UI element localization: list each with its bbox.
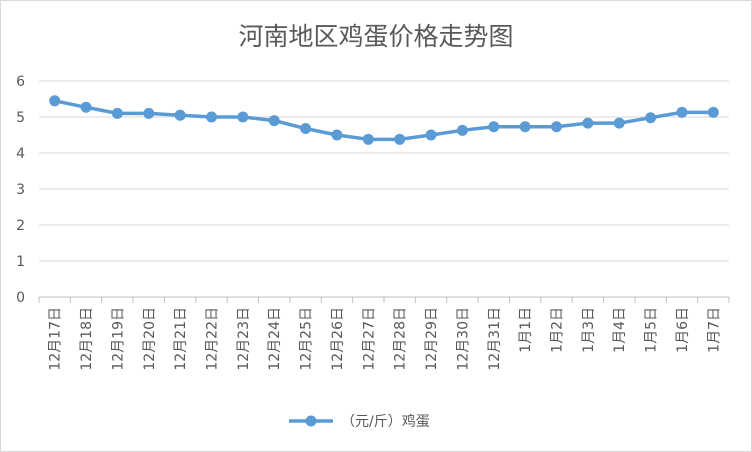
x-tick-label: 12月24日 <box>267 307 283 371</box>
x-tick-label: 1月5日 <box>644 307 660 353</box>
chart-title: 河南地区鸡蛋价格走势图 <box>238 22 513 51</box>
y-tick-label: 1 <box>16 254 25 270</box>
data-point <box>676 106 688 118</box>
x-tick-label: 12月31日 <box>487 307 503 371</box>
y-tick-label: 4 <box>16 146 25 162</box>
data-point <box>49 95 61 107</box>
x-tick-label: 12月29日 <box>424 307 440 371</box>
grid-lines <box>39 80 729 298</box>
data-point <box>331 129 343 141</box>
x-tick-label: 12月20日 <box>142 307 158 371</box>
x-tick-label: 1月2日 <box>550 307 566 353</box>
data-point <box>80 101 92 113</box>
data-point <box>394 133 406 145</box>
x-tick-label: 1月4日 <box>612 307 628 353</box>
data-point <box>111 107 123 119</box>
data-point <box>174 109 186 121</box>
data-point <box>456 124 468 136</box>
x-tick-label: 1月3日 <box>581 307 597 353</box>
legend: （元/斤）鸡蛋 <box>289 413 430 430</box>
y-axis: 0 1 2 3 4 5 6 <box>16 74 25 306</box>
legend-marker <box>305 415 317 427</box>
data-point <box>425 129 437 141</box>
x-tick-label: 1月1日 <box>518 307 534 353</box>
x-tick-label: 12月26日 <box>330 307 346 371</box>
y-tick-label: 3 <box>16 182 25 198</box>
x-axis: 12月17日 12月18日 12月19日 12月20日 12月21日 12月22日 12月2… <box>38 297 730 371</box>
x-tick-label: 12月30日 <box>455 307 471 371</box>
y-tick-label: 0 <box>16 290 25 306</box>
data-point <box>488 121 500 133</box>
x-tick-label: 12月21日 <box>173 307 189 371</box>
y-tick-label: 6 <box>16 74 25 90</box>
legend-label: （元/斤）鸡蛋 <box>341 413 430 430</box>
data-point <box>362 133 374 145</box>
series-layer <box>49 95 719 145</box>
x-tick-label: 12月17日 <box>48 307 64 371</box>
x-tick-label: 1月6日 <box>675 307 691 353</box>
data-point <box>613 117 625 129</box>
x-tick-label: 12月28日 <box>393 307 409 371</box>
x-tick-label: 12月27日 <box>361 307 377 371</box>
y-tick-label: 2 <box>16 218 25 234</box>
data-point <box>551 121 562 133</box>
data-point <box>143 107 155 119</box>
series-line <box>52 99 716 142</box>
data-point <box>582 117 594 129</box>
data-point <box>645 112 657 124</box>
x-tick-label: 12月19日 <box>110 307 126 371</box>
x-tick-label: 12月23日 <box>236 307 252 371</box>
data-point <box>268 115 280 127</box>
data-point <box>300 123 312 135</box>
y-tick-label: 5 <box>16 110 25 126</box>
data-point <box>206 111 217 123</box>
x-tick-label: 1月7日 <box>706 307 722 353</box>
x-tick-label: 12月25日 <box>299 307 315 371</box>
data-point <box>519 121 531 133</box>
x-tick-label: 12月22日 <box>205 307 221 371</box>
data-point <box>237 111 249 123</box>
x-tick-label: 12月18日 <box>79 307 95 371</box>
data-point <box>707 106 719 118</box>
